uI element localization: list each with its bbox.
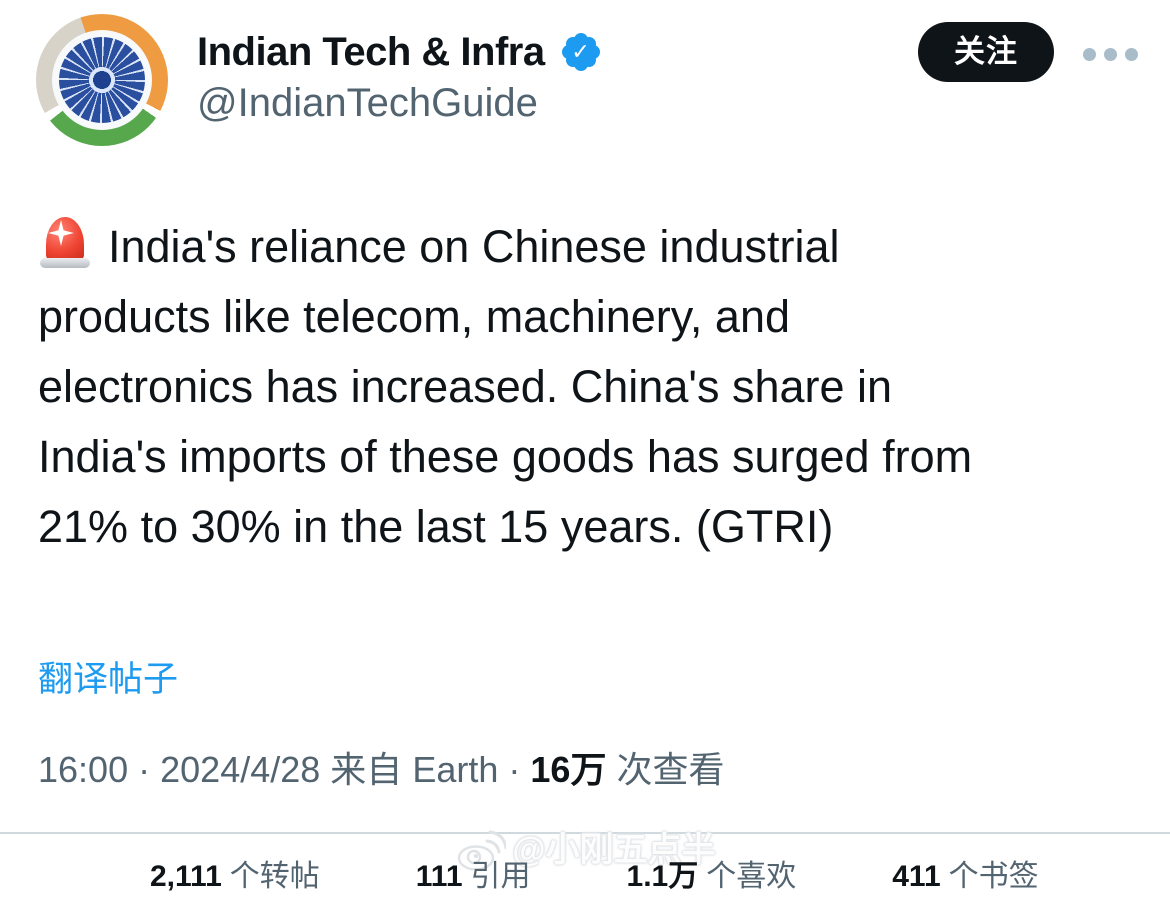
tweet-time: 16:00 xyxy=(38,749,129,790)
translate-post-link[interactable]: 翻译帖子 xyxy=(38,660,179,699)
more-options-icon[interactable] xyxy=(1081,46,1140,63)
section-divider xyxy=(0,832,1170,834)
separator-dot: · xyxy=(508,749,521,790)
user-handle[interactable]: @IndianTechGuide xyxy=(197,81,538,125)
ashoka-chakra-icon xyxy=(59,37,145,123)
reposts-stat[interactable]: 2,111 个转帖 xyxy=(150,860,320,893)
views-count: 16万 xyxy=(530,749,607,790)
likes-stat[interactable]: 1.1万 个喜欢 xyxy=(626,860,797,893)
avatar-flag-ring xyxy=(52,30,152,130)
tweet-line-3: electronics has increased. China's share… xyxy=(38,361,893,412)
verified-check-icon: ✓ xyxy=(564,36,597,68)
bookmarks-stat[interactable]: 411 个书签 xyxy=(892,860,1039,893)
tweet-line-2: products like telecom, machinery, and xyxy=(38,291,791,342)
views-label: 次查看 xyxy=(616,749,725,790)
follow-button[interactable]: 关注 xyxy=(918,22,1054,82)
tweet-line-5: 21% to 30% in the last 15 years. (GTRI) xyxy=(38,501,834,552)
tweet-meta: 16:00 · 2024/4/28 来自 Earth · 16万 次查看 xyxy=(38,746,724,794)
user-info: Indian Tech & Infra ✓ @IndianTechGuide xyxy=(197,28,603,126)
separator-dot: · xyxy=(138,749,151,790)
tweet-line-4: India's imports of these goods has surge… xyxy=(38,431,973,482)
profile-avatar[interactable] xyxy=(36,14,168,146)
tweet-date: 2024/4/28 xyxy=(160,749,321,790)
tweet-line-1: India's reliance on Chinese industrial xyxy=(38,212,1123,282)
police-light-emoji xyxy=(38,212,92,270)
tweet-line-1-text: India's reliance on Chinese industrial xyxy=(108,221,840,272)
display-name[interactable]: Indian Tech & Infra xyxy=(197,30,545,74)
tweet-text: India's reliance on Chinese industrial p… xyxy=(38,212,1123,562)
quotes-stat[interactable]: 111 引用 xyxy=(415,860,531,893)
verified-badge-icon: ✓ xyxy=(559,30,603,74)
tweet-source: Earth xyxy=(412,749,499,790)
engagement-stats-row: 2,111 个转帖 111 引用 1.1万 个喜欢 411 个书签 xyxy=(0,857,1170,897)
source-prefix: 来自 xyxy=(330,749,403,790)
